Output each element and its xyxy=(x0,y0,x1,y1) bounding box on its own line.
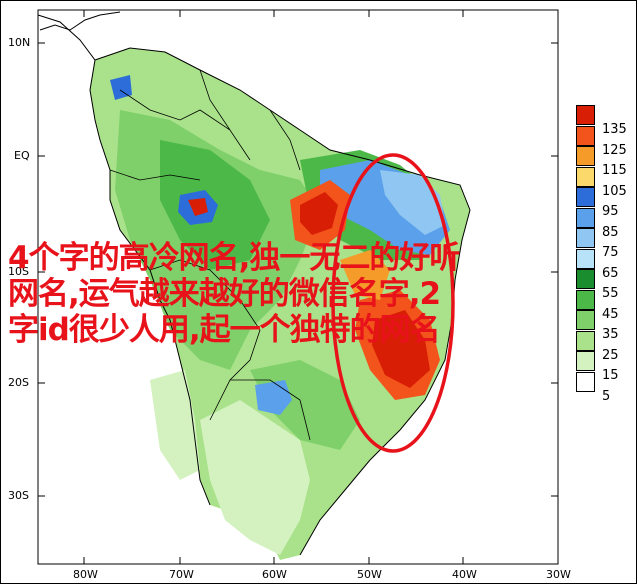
legend-swatch xyxy=(576,351,595,371)
lat-label-10s: 10S xyxy=(8,265,29,278)
legend-value: 105 xyxy=(602,183,627,199)
legend-swatch xyxy=(576,371,595,392)
precip-red-center xyxy=(300,192,338,235)
legend-swatch xyxy=(576,125,595,146)
overlay-line-2: 网名,运气越来越好的微信名字,2 xyxy=(8,276,441,312)
lon-label-60w: 60W xyxy=(262,568,287,581)
legend-swatch xyxy=(576,248,595,269)
overlay-line-1: 4个字的高冷网名,独一无二的好听 xyxy=(8,240,460,276)
overlay-line-3: 字id很少人用,起一个独特的网名 xyxy=(8,312,441,348)
legend-swatch xyxy=(576,207,595,228)
lon-label-50w: 50W xyxy=(357,568,382,581)
axis-ticks xyxy=(38,10,559,564)
overlay-caption: 4个字的高冷网名,独一无二的好听 网名,运气越来越好的微信名字,2 字id很少人… xyxy=(8,240,608,348)
legend-value: 65 xyxy=(602,265,619,281)
lon-label-80w: 80W xyxy=(73,568,98,581)
legend-swatch xyxy=(576,187,595,207)
legend-value: 85 xyxy=(602,224,619,240)
legend-value: 15 xyxy=(602,368,619,383)
legend-swatch xyxy=(576,330,595,351)
legend-value: 95 xyxy=(602,204,619,219)
legend-value: 75 xyxy=(602,245,619,260)
lat-label-eq: EQ xyxy=(14,149,30,162)
legend-value: 45 xyxy=(602,306,619,322)
legend-swatch xyxy=(576,146,595,166)
land-precip-light-west xyxy=(150,370,200,480)
highlight-ellipse xyxy=(331,153,455,453)
precip-blue-ne xyxy=(110,75,132,100)
legend-swatch xyxy=(576,269,595,289)
land-precip-light xyxy=(200,400,310,555)
legend-value: 25 xyxy=(602,347,619,363)
legend-swatch xyxy=(576,105,595,125)
legend-value: 5 xyxy=(602,388,611,404)
lon-label-30w: 30W xyxy=(546,568,571,581)
lon-label-40w: 40W xyxy=(452,568,477,581)
legend-swatch xyxy=(576,166,595,187)
lat-label-20s: 20S xyxy=(8,376,29,389)
precip-red-west xyxy=(188,198,208,216)
legend-swatch xyxy=(576,310,595,330)
legend-value: 35 xyxy=(602,327,619,342)
legend-swatch xyxy=(576,289,595,310)
lat-label-10n: 10N xyxy=(8,36,31,49)
legend-value: 135 xyxy=(602,122,627,137)
central-america-coast xyxy=(39,11,121,31)
legend-value: 115 xyxy=(602,163,627,178)
legend-value: 55 xyxy=(602,286,619,301)
precip-yellow-edge xyxy=(340,250,390,300)
precip-red-southeast xyxy=(372,310,430,388)
legend-value: 125 xyxy=(602,142,627,158)
country-borders xyxy=(109,69,311,441)
legend-swatch xyxy=(576,228,595,248)
lon-label-70w: 70W xyxy=(169,568,194,581)
lat-label-30s: 30S xyxy=(8,489,29,502)
